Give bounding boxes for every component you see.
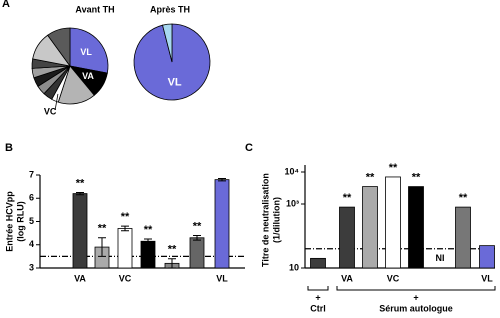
error-bar (168, 258, 176, 269)
y-axis-label: (log RLU) (15, 201, 25, 242)
pie-title: Après TH (150, 4, 190, 14)
bar (117, 228, 133, 269)
annotation: ** (343, 192, 352, 204)
bar (189, 237, 205, 269)
bar (140, 240, 156, 269)
y-tick-label: 3 (29, 262, 34, 272)
error-bar (144, 238, 152, 245)
bar (362, 186, 378, 269)
panel-letter: A (2, 0, 10, 10)
slice-label: VC (44, 106, 57, 116)
annotation: ** (76, 177, 85, 189)
annotation: ** (168, 244, 177, 256)
annotation: ** (366, 171, 375, 183)
x-tick-label: VC (119, 273, 132, 283)
pie-slice (162, 23, 173, 63)
x-tick-label: VL (481, 273, 493, 283)
pie-title: Avant TH (75, 4, 114, 14)
label-leader (54, 93, 59, 110)
y-tick-label: 6 (29, 193, 34, 203)
pie-slice (47, 27, 71, 68)
annotation: ** (193, 220, 202, 232)
annotation: ** (412, 171, 421, 183)
error-bar (76, 191, 84, 196)
annotation: ** (121, 211, 130, 223)
group-bracket (336, 286, 496, 291)
group-sign: + (315, 292, 320, 302)
x-tick-label: VA (341, 273, 353, 283)
y-tick-label: 10³ (286, 198, 299, 208)
y-tick-label: 10⁴ (285, 166, 299, 176)
slice-label: VL (168, 77, 182, 89)
slice-label: VA (82, 71, 94, 81)
x-tick-label: VC (387, 273, 400, 283)
bar (408, 186, 424, 269)
error-bar (193, 234, 201, 241)
x-tick-label: VL (216, 273, 228, 283)
y-tick-label: 7 (29, 169, 34, 179)
annotation: NI (436, 253, 445, 263)
annotation: ** (144, 224, 153, 236)
group-bracket (307, 286, 329, 291)
bar (214, 179, 230, 269)
y-axis-label: (1/dilution) (271, 197, 281, 243)
slice-label: VL (80, 47, 92, 57)
annotation: ** (389, 162, 398, 174)
bar (310, 257, 326, 269)
y-tick-label: 10 (289, 262, 299, 272)
panel-letter: C (245, 142, 253, 154)
group-label: Ctrl (310, 303, 326, 313)
y-tick-label: 4 (29, 239, 34, 249)
pie-slice (69, 27, 109, 74)
error-bar (98, 237, 106, 257)
error-bar (218, 177, 226, 182)
group-label: Sérum autologue (379, 303, 453, 313)
x-tick-label: VA (74, 273, 86, 283)
group-sign: + (413, 292, 418, 302)
y-axis-label: Entrée HCVpp (4, 191, 14, 252)
annotation: ** (459, 192, 468, 204)
bar (479, 245, 495, 269)
error-bar (121, 225, 129, 232)
annotation: ** (98, 223, 107, 235)
y-axis-label: Titre de neutralisation (260, 173, 270, 267)
bar (339, 206, 355, 269)
y-tick-label: 5 (29, 216, 34, 226)
bar (72, 193, 88, 269)
bar (455, 206, 471, 269)
bar (385, 176, 401, 269)
panel-letter: B (5, 142, 13, 154)
